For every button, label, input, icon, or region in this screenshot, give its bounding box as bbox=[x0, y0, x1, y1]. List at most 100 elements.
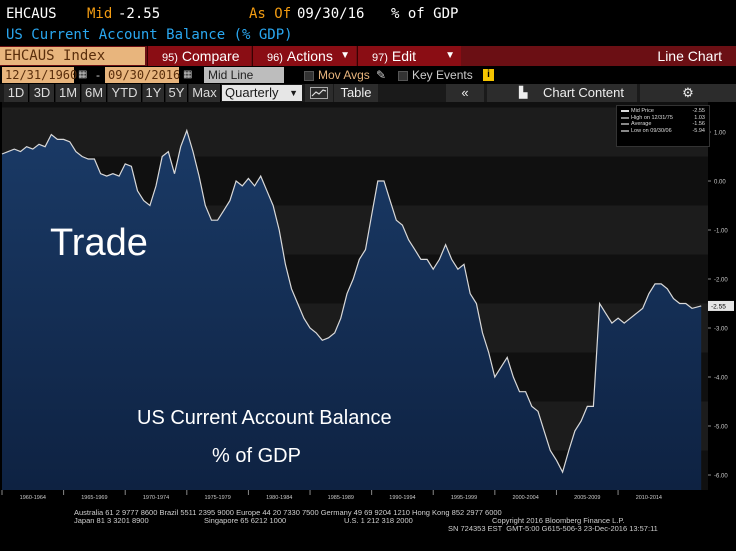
bar-chart-icon: ▙ bbox=[519, 87, 528, 99]
chart-content-button[interactable]: ▙ Chart Content bbox=[487, 84, 637, 102]
calendar-icon[interactable]: ▦ bbox=[78, 69, 88, 80]
y-tick-label: 0.00 bbox=[714, 180, 726, 186]
key-events-label[interactable]: Key Events bbox=[412, 68, 473, 82]
legend-avg-label: Average bbox=[631, 121, 652, 127]
date-separator: - bbox=[96, 68, 100, 82]
start-date-field[interactable]: 12/31/1960 bbox=[2, 67, 77, 83]
actions-number: 96) bbox=[267, 52, 283, 64]
unit-label: % of GDP bbox=[391, 6, 459, 22]
chart-subtitle: US Current Account Balance (% GDP) bbox=[6, 27, 293, 43]
frequency-select[interactable]: Quarterly ▼ bbox=[222, 85, 302, 101]
series-area bbox=[2, 130, 702, 490]
chevron-down-icon: ▼ bbox=[289, 88, 298, 98]
footer: Australia 61 2 9777 8600 Brazil 5511 239… bbox=[0, 507, 736, 551]
edit-number: 97) bbox=[372, 52, 388, 64]
chart-area: 1.00 0.00 -1.00 -2.00 -3.00 -4.00 -5.00 -6.00 -2… bbox=[0, 102, 736, 507]
compare-number: 95) bbox=[162, 52, 178, 64]
as-of-date: 09/30/16 bbox=[297, 6, 365, 22]
date-range-bar: 12/31/1960 ▦ - 09/30/2016 ▦ Mid Line Mov… bbox=[0, 66, 736, 84]
legend-swatch bbox=[621, 129, 629, 132]
legend-mid-value: -2.55 bbox=[692, 108, 705, 114]
period-bar: 1D 3D 1M 6M YTD 1Y 5Y Max Quarterly ▼ Ta… bbox=[0, 84, 736, 102]
footer-copyright: Copyright 2016 Bloomberg Finance L.P. bbox=[492, 516, 625, 525]
end-date-field[interactable]: 09/30/2016 bbox=[105, 67, 180, 83]
y-tick-label: -5.00 bbox=[714, 425, 728, 431]
period-1y[interactable]: 1Y bbox=[143, 84, 165, 102]
x-tick-label: 1970-1974 bbox=[143, 495, 169, 501]
mid-value: -2.55 bbox=[118, 6, 161, 22]
annotation-line-2: % of GDP bbox=[212, 445, 301, 467]
legend-high-label: High on 12/31/75 bbox=[631, 114, 673, 121]
line-chart-icon[interactable] bbox=[305, 84, 333, 102]
trade-annotation: Trade bbox=[50, 222, 148, 264]
y-tick-label: -4.00 bbox=[714, 376, 728, 382]
chevron-down-icon: ▼ bbox=[445, 50, 455, 61]
y-tick-label: -6.00 bbox=[714, 474, 728, 480]
edit-button[interactable]: 97) Edit ▼ bbox=[357, 46, 461, 66]
footer-singapore: Singapore 65 6212 1000 bbox=[204, 516, 287, 525]
compare-button[interactable]: 95) Compare bbox=[147, 46, 251, 66]
legend-high-value: 1.03 bbox=[694, 114, 705, 121]
footer-japan: Japan 81 3 3201 8900 bbox=[74, 516, 149, 525]
x-tick-label: 1985-1989 bbox=[328, 495, 354, 501]
mov-avgs-checkbox[interactable] bbox=[304, 71, 314, 81]
table-button[interactable]: Table bbox=[334, 84, 378, 102]
x-tick-label: 1975-1979 bbox=[204, 495, 230, 501]
period-1m[interactable]: 1M bbox=[56, 84, 81, 102]
security-header: EHCAUS Mid -2.55 As Of 09/30/16 % of GDP bbox=[0, 0, 736, 26]
command-bar: EHCAUS Index 95) Compare 96) Actions ▼ 97)… bbox=[0, 46, 736, 66]
y-tick-label: -2.00 bbox=[714, 278, 728, 284]
series-line bbox=[1, 128, 702, 474]
x-tick-label: 1965-1969 bbox=[81, 495, 107, 501]
x-axis-strip bbox=[0, 490, 736, 507]
legend-low-label: Low on 09/30/06 bbox=[631, 127, 672, 134]
mov-avgs-label[interactable]: Mov Avgs bbox=[318, 68, 370, 82]
chart-content-label: Chart Content bbox=[543, 85, 624, 100]
period-3d[interactable]: 3D bbox=[30, 84, 55, 102]
x-tick-label: 1995-1999 bbox=[451, 495, 477, 501]
period-6m[interactable]: 6M bbox=[82, 84, 107, 102]
x-tick-label: 2005-2009 bbox=[574, 495, 600, 501]
period-5y[interactable]: 5Y bbox=[166, 84, 188, 102]
collapse-icon[interactable]: « bbox=[446, 84, 484, 102]
chevron-down-icon: ▼ bbox=[340, 50, 350, 61]
actions-label: Actions bbox=[286, 48, 333, 64]
y-tick-label: -1.00 bbox=[714, 229, 728, 235]
ticker-code: EHCAUS bbox=[6, 6, 57, 22]
mid-label: Mid bbox=[87, 6, 113, 22]
security-input[interactable]: EHCAUS Index bbox=[0, 47, 145, 65]
mode-select[interactable]: Mid Line bbox=[204, 67, 284, 83]
footer-us: U.S. 1 212 318 2000 bbox=[344, 516, 413, 525]
info-icon[interactable]: i bbox=[483, 69, 494, 81]
legend-swatch bbox=[621, 110, 629, 112]
pencil-icon[interactable]: ✎ bbox=[376, 68, 387, 82]
legend-low-value: -5.94 bbox=[692, 127, 705, 134]
edit-label: Edit bbox=[391, 48, 417, 64]
legend-row-mid: Mid Price -2.55 bbox=[617, 108, 709, 115]
calendar-icon[interactable]: ▦ bbox=[183, 69, 193, 80]
x-tick-label: 1990-1994 bbox=[389, 495, 415, 501]
x-tick-label: 1980-1984 bbox=[266, 495, 292, 501]
legend-row-high: High on 12/31/75 1.03 bbox=[617, 115, 709, 122]
last-value-label: -2.55 bbox=[711, 303, 726, 310]
footer-session: SN 724353 EST GMT-5:00 G615-506-3 23-Dec… bbox=[448, 524, 658, 533]
period-ytd[interactable]: YTD bbox=[108, 84, 142, 102]
y-tick-label: -3.00 bbox=[714, 327, 728, 333]
period-max[interactable]: Max bbox=[189, 84, 221, 102]
as-of-label: As Of bbox=[249, 6, 292, 22]
frequency-value: Quarterly bbox=[225, 85, 279, 100]
footer-contacts: Australia 61 2 9777 8600 Brazil 5511 239… bbox=[74, 508, 502, 517]
period-1d[interactable]: 1D bbox=[4, 84, 29, 102]
legend-swatch bbox=[621, 116, 629, 119]
legend-row-low: Low on 09/30/06 -5.94 bbox=[617, 128, 709, 135]
key-events-checkbox[interactable] bbox=[398, 71, 408, 81]
compare-label: Compare bbox=[181, 48, 240, 64]
y-tick-label: 1.00 bbox=[714, 131, 726, 137]
annotation-line-1: US Current Account Balance bbox=[137, 407, 392, 429]
chart-legend: Mid Price -2.55 High on 12/31/75 1.03 Av… bbox=[616, 105, 710, 147]
actions-button[interactable]: 96) Actions ▼ bbox=[252, 46, 356, 66]
legend-mid-label: Mid Price bbox=[631, 108, 654, 114]
gear-icon[interactable]: ⚙ bbox=[640, 84, 736, 102]
x-tick-label: 2010-2014 bbox=[636, 495, 662, 501]
chart-type-label[interactable]: Line Chart bbox=[657, 48, 722, 64]
